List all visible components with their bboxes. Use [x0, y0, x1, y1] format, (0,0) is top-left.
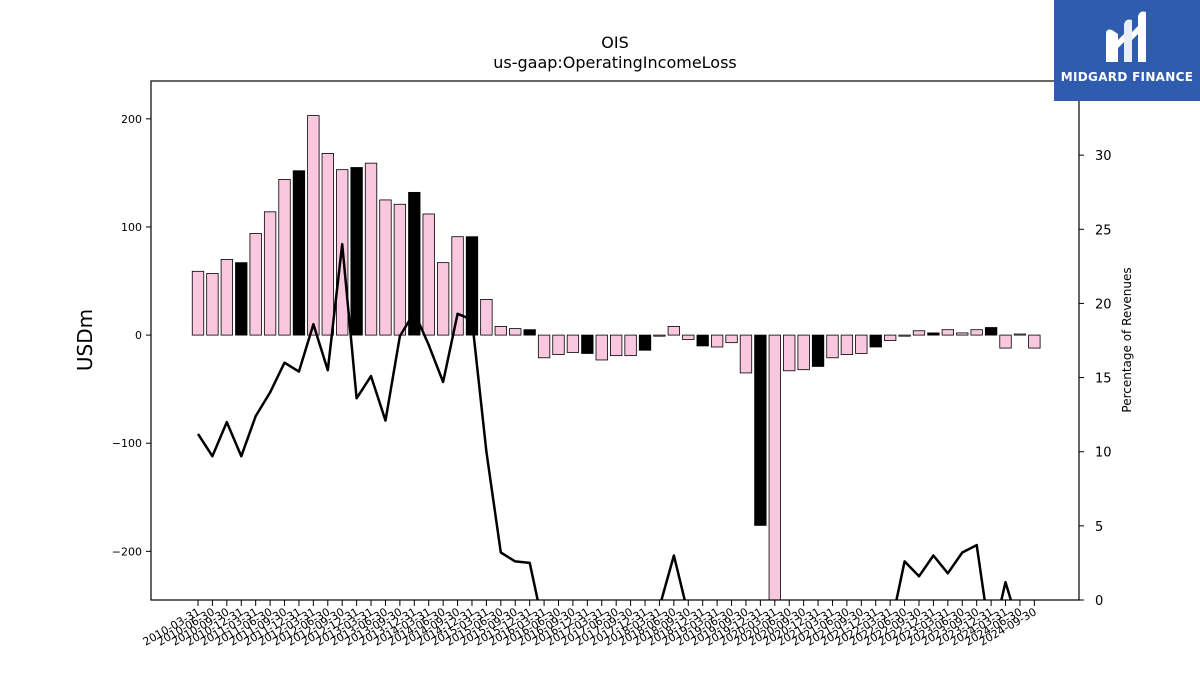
bar-2016-09-30 [566, 334, 580, 353]
chart-subtitle: us-gaap:OperatingIncomeLoss [493, 53, 737, 72]
bar-2014-12-31 [465, 236, 479, 336]
bar-2012-03-31 [307, 115, 320, 336]
bar-2018-12-31 [696, 334, 709, 347]
bar-2011-06-30 [263, 211, 277, 336]
y2-tick-label: 30 [1095, 149, 1112, 164]
y2-tick-label: 25 [1095, 223, 1112, 238]
bar-2020-12-31 [811, 334, 825, 367]
y-axis-left: −200 −100 0 100 200 [112, 113, 151, 558]
percentage-line [196, 242, 1013, 600]
y-axis-right: 0 5 10 15 20 25 30 [1079, 149, 1112, 609]
bar-2024-09-30 [1028, 334, 1041, 349]
y2-tick-label: 20 [1095, 297, 1112, 312]
bar-2018-06-30 [667, 326, 681, 336]
bar-2016-03-31 [537, 334, 551, 359]
y2-axis-label: Percentage of Revenues [1120, 267, 1134, 412]
bar-2024-03-31 [999, 334, 1012, 349]
bar-2021-06-30 [840, 334, 854, 355]
y-tick-label: 200 [121, 113, 142, 126]
bar-2019-12-31 [754, 334, 767, 526]
chart-title: OIS [601, 33, 628, 52]
midgard-logo-icon [1106, 11, 1146, 62]
bar-2017-03-31 [595, 334, 608, 361]
bar-2013-06-30 [379, 199, 392, 336]
bar-2022-09-30 [912, 330, 926, 336]
bar-2014-06-30 [436, 262, 450, 336]
bar-2016-12-31 [581, 334, 594, 354]
bar-2015-06-30 [494, 326, 507, 336]
bar-2011-12-31 [292, 170, 306, 336]
brand-logo: MIDGARD FINANCE [1054, 0, 1200, 101]
bar-2020-03-31 [768, 334, 781, 600]
bar-2012-06-30 [321, 153, 334, 336]
bar-2010-09-30 [220, 259, 233, 336]
bar-2011-09-30 [278, 178, 291, 336]
bar-2024-06-30 [1013, 333, 1027, 336]
x-axis: 2010-03-312010-06-302010-09-302010-12-31… [141, 600, 1039, 649]
y-axis-label: USDm [73, 309, 97, 371]
bar-2010-03-31 [191, 270, 205, 336]
bar-2023-06-30 [956, 332, 969, 336]
y2-tick-label: 15 [1095, 372, 1112, 387]
bar-2019-06-30 [725, 334, 738, 344]
bar-2014-03-31 [422, 213, 435, 336]
bar-2011-03-31 [249, 233, 262, 336]
bar-2022-03-31 [884, 334, 897, 341]
bar-2017-06-30 [610, 334, 623, 357]
y-tick-label: −100 [112, 437, 142, 450]
brand-name: MIDGARD FINANCE [1060, 70, 1194, 84]
bar-2013-12-31 [408, 191, 421, 336]
bar-2014-09-30 [451, 236, 464, 336]
bar-2020-09-30 [797, 334, 810, 371]
bar-2012-12-31 [350, 167, 363, 336]
bar-2010-12-31 [235, 262, 248, 336]
y2-tick-label: 10 [1095, 446, 1112, 461]
bar-2019-03-31 [710, 334, 724, 348]
y-tick-label: 0 [135, 329, 142, 342]
y2-tick-label: 0 [1095, 594, 1103, 609]
bar-2017-12-31 [638, 334, 652, 351]
plot-frame [150, 80, 1080, 601]
bar-2015-09-30 [509, 328, 522, 336]
bar-2022-06-30 [898, 334, 911, 337]
bar-2018-03-31 [653, 334, 666, 337]
bar-2019-09-30 [739, 334, 753, 374]
bar-2023-03-31 [941, 329, 954, 336]
bar-2022-12-31 [927, 332, 940, 336]
bar-2017-09-30 [624, 334, 637, 357]
bar-2021-09-30 [855, 334, 868, 354]
line-series [196, 242, 1013, 600]
bar-2016-06-30 [552, 334, 565, 355]
bar-2023-12-31 [984, 327, 998, 336]
bar-2015-03-31 [480, 299, 493, 336]
bar-series [191, 115, 1041, 600]
bar-2015-12-31 [523, 329, 536, 336]
bar-2013-03-31 [364, 162, 378, 336]
bar-2018-09-30 [682, 334, 695, 340]
y2-tick-label: 5 [1095, 520, 1103, 535]
bar-2020-06-30 [783, 334, 796, 372]
bar-2013-09-30 [393, 203, 407, 336]
bar-2021-12-31 [869, 334, 882, 348]
bar-2023-09-30 [970, 329, 983, 336]
bar-2010-06-30 [206, 273, 219, 336]
y-tick-label: 100 [121, 221, 142, 234]
bar-2021-03-31 [826, 334, 839, 359]
y-tick-label: −200 [112, 545, 142, 558]
